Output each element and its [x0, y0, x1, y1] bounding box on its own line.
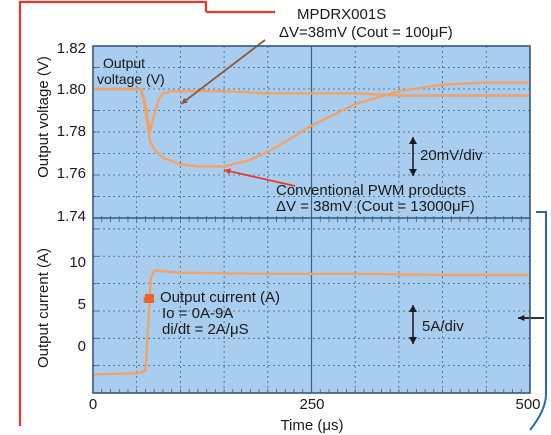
- grid-lines: [93, 46, 530, 393]
- y-tick-label: 5: [78, 296, 86, 313]
- y-tick-label: 1.74: [57, 208, 86, 225]
- conventional-delta-label: ΔV = 38mV (Cout = 13000μF): [276, 198, 475, 215]
- mpdrx-label: MPDRX001S: [297, 6, 386, 23]
- right-pointer-head: [518, 314, 525, 322]
- traces: [92, 81, 530, 376]
- y-axis-label-current: Output current (A): [35, 248, 52, 368]
- y-tick-label: 0: [78, 338, 86, 355]
- right-bracket: [529, 211, 547, 431]
- current-range-label: Io = 0A-9A: [162, 305, 233, 322]
- conventional-label: Conventional PWM products: [276, 182, 466, 199]
- y-tick-label: 1.78: [57, 123, 86, 140]
- voltage-scale-label: 20mV/div: [420, 147, 483, 164]
- y-tick-label: 1.80: [57, 81, 86, 98]
- series-line: [93, 81, 530, 168]
- plot-border: [92, 45, 531, 394]
- conventional-arrow-head: [224, 168, 231, 175]
- y-axis-label-voltage: Output voltage (V): [35, 56, 52, 178]
- conventional-arrow: [223, 169, 296, 187]
- annotation-graphics: [18, 0, 547, 431]
- current-scale-arrow-head-up: [409, 305, 417, 312]
- mpdrx-arrow-head: [181, 97, 188, 104]
- x-tick-label: 0: [89, 396, 97, 413]
- current-scale-arrow-head-down: [409, 337, 417, 344]
- callout-frame: [18, 0, 275, 426]
- output-voltage-label: voltage (V): [97, 71, 165, 87]
- output-current-label: Output current (A): [160, 289, 280, 306]
- series-line: [92, 269, 530, 376]
- current-slew-label: di/dt = 2A/μS: [162, 321, 249, 338]
- mpdrx-delta-label: ΔV=38mV (Cout = 100μF): [279, 24, 453, 41]
- voltage-scale-arrow-head-down: [409, 169, 417, 176]
- x-tick-label: 500: [515, 396, 540, 413]
- current-scale-label: 5A/div: [422, 318, 464, 335]
- y-tick-label: 1.76: [57, 165, 86, 182]
- y-tick-label: 1.82: [57, 40, 86, 57]
- voltage-scale-arrow-head-up: [409, 137, 417, 144]
- mpdrx-arrow: [180, 39, 266, 105]
- x-axis-label: Time (μs): [280, 417, 343, 434]
- output-voltage-label: Output: [103, 55, 145, 71]
- x-tick-label: 250: [299, 396, 324, 413]
- y-tick-label: 10: [69, 254, 86, 271]
- current-marker: [145, 294, 154, 303]
